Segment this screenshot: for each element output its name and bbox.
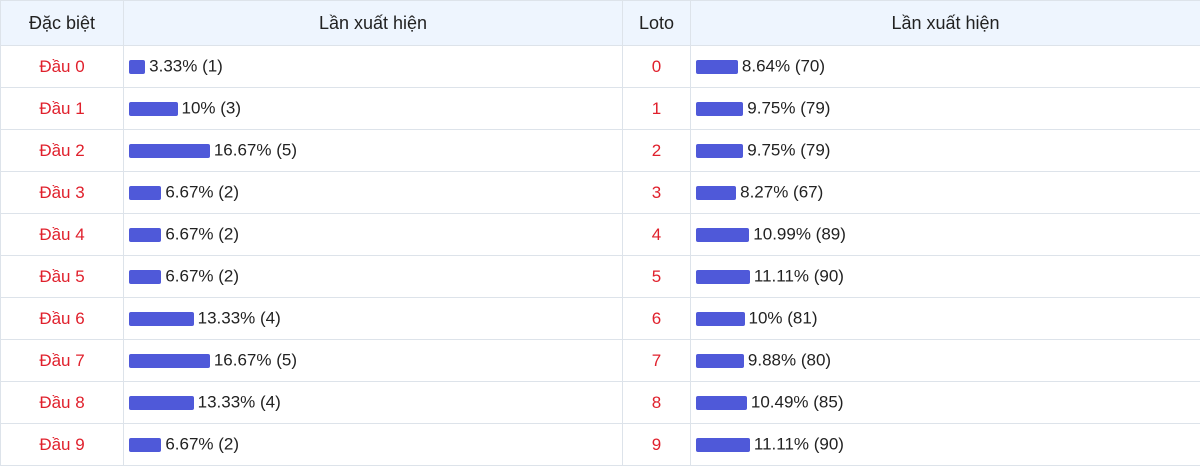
row-head: Đầu 7	[0, 339, 124, 382]
bar	[129, 227, 162, 242]
bar	[696, 437, 750, 452]
bar	[129, 143, 210, 158]
bar	[129, 353, 210, 368]
bar-label: 6.67% (2)	[165, 434, 240, 454]
bar-label: 8.27% (67)	[740, 182, 824, 202]
bar-cell: 9.75% (79)	[690, 87, 1200, 130]
bar-label: 8.64% (70)	[741, 56, 826, 76]
bar	[129, 185, 162, 200]
column-header: Lần xuất hiện	[690, 0, 1200, 46]
bar-cell: 10% (3)	[123, 87, 623, 130]
bar-cell: 11.11% (90)	[690, 255, 1200, 298]
bar-cell: 10.49% (85)	[690, 381, 1200, 424]
table-row: Đầu 0 3.33% (1) 0 8.64% (70)	[0, 45, 1200, 88]
bar	[129, 395, 194, 410]
bar-cell: 9.88% (80)	[690, 339, 1200, 382]
bar	[129, 269, 162, 284]
column-header: Lần xuất hiện	[123, 0, 623, 46]
bar-cell: 6.67% (2)	[123, 255, 623, 298]
row-head: 4	[622, 213, 691, 256]
bar-label: 10% (81)	[748, 308, 818, 328]
bar-cell: 16.67% (5)	[123, 129, 623, 172]
bar-label: 6.67% (2)	[165, 266, 240, 286]
bar-cell: 10.99% (89)	[690, 213, 1200, 256]
bar-cell: 3.33% (1)	[123, 45, 623, 88]
row-head: Đầu 9	[0, 423, 124, 466]
row-head: Đầu 0	[0, 45, 124, 88]
bar-cell: 8.27% (67)	[690, 171, 1200, 214]
bar-label: 3.33% (1)	[149, 56, 223, 76]
bar	[129, 59, 146, 74]
row-head: Đầu 4	[0, 213, 124, 256]
bar-label: 16.67% (5)	[213, 350, 298, 370]
row-head: Đầu 6	[0, 297, 124, 340]
table-row: Đầu 1 10% (3) 1 9.75% (79)	[0, 87, 1200, 130]
bar-cell: 9.75% (79)	[690, 129, 1200, 172]
bar	[696, 59, 738, 74]
table-row: Đầu 5 6.67% (2) 5 11.11% (90)	[0, 255, 1200, 298]
bar-cell: 10% (81)	[690, 297, 1200, 340]
bar-label: 9.75% (79)	[747, 98, 831, 118]
bar-label: 6.67% (2)	[165, 182, 240, 202]
row-head: 3	[622, 171, 691, 214]
row-head: 0	[622, 45, 691, 88]
column-header: Loto	[622, 0, 691, 46]
column-header: Đặc biệt	[0, 0, 124, 46]
row-head: Đầu 8	[0, 381, 124, 424]
bar	[696, 227, 750, 242]
table-row: Đầu 9 6.67% (2) 9 11.11% (90)	[0, 423, 1200, 466]
row-head: 2	[622, 129, 691, 172]
table-row: Đầu 3 6.67% (2) 3 8.27% (67)	[0, 171, 1200, 214]
table-row: Đầu 2 16.67% (5) 2 9.75% (79)	[0, 129, 1200, 172]
bar	[696, 353, 744, 368]
bar-cell: 6.67% (2)	[123, 423, 623, 466]
row-head: Đầu 2	[0, 129, 124, 172]
bar-label: 10.99% (89)	[753, 224, 846, 244]
bar-label: 9.75% (79)	[747, 140, 831, 160]
row-head: 6	[622, 297, 691, 340]
table-row: Đầu 6 13.33% (4) 6 10% (81)	[0, 297, 1200, 340]
bar	[129, 311, 194, 326]
bar-cell: 13.33% (4)	[123, 381, 623, 424]
table-row: Đầu 8 13.33% (4) 8 10.49% (85)	[0, 381, 1200, 424]
bar-label: 10% (3)	[181, 98, 242, 118]
table-row: Đầu 4 6.67% (2) 4 10.99% (89)	[0, 213, 1200, 256]
bar-cell: 11.11% (90)	[690, 423, 1200, 466]
bar	[696, 185, 737, 200]
bar	[696, 269, 750, 284]
bar-label: 6.67% (2)	[165, 224, 240, 244]
bar	[696, 101, 744, 116]
row-head: 7	[622, 339, 691, 382]
bar-label: 11.11% (90)	[753, 434, 844, 454]
row-head: 9	[622, 423, 691, 466]
header-row: Đặc biệt Lần xuất hiện Loto Lần xuất hiện	[0, 0, 1200, 46]
bar-cell: 6.67% (2)	[123, 171, 623, 214]
bar-label: 16.67% (5)	[213, 140, 298, 160]
bar	[696, 143, 744, 158]
bar-cell: 13.33% (4)	[123, 297, 623, 340]
row-head: 8	[622, 381, 691, 424]
bar-label: 11.11% (90)	[753, 266, 844, 286]
row-head: 1	[622, 87, 691, 130]
bar	[696, 395, 747, 410]
bar	[129, 437, 162, 452]
bar-cell: 8.64% (70)	[690, 45, 1200, 88]
table-row: Đầu 7 16.67% (5) 7 9.88% (80)	[0, 339, 1200, 382]
row-head: Đầu 3	[0, 171, 124, 214]
row-head: Đầu 5	[0, 255, 124, 298]
bar	[129, 101, 178, 116]
bar-cell: 6.67% (2)	[123, 213, 623, 256]
row-head: 5	[622, 255, 691, 298]
bar-label: 10.49% (85)	[750, 392, 844, 412]
bar	[696, 311, 745, 326]
bar-label: 9.88% (80)	[747, 350, 832, 370]
row-head: Đầu 1	[0, 87, 124, 130]
bar-cell: 16.67% (5)	[123, 339, 623, 382]
bar-label: 13.33% (4)	[197, 392, 281, 412]
bar-label: 13.33% (4)	[197, 308, 281, 328]
